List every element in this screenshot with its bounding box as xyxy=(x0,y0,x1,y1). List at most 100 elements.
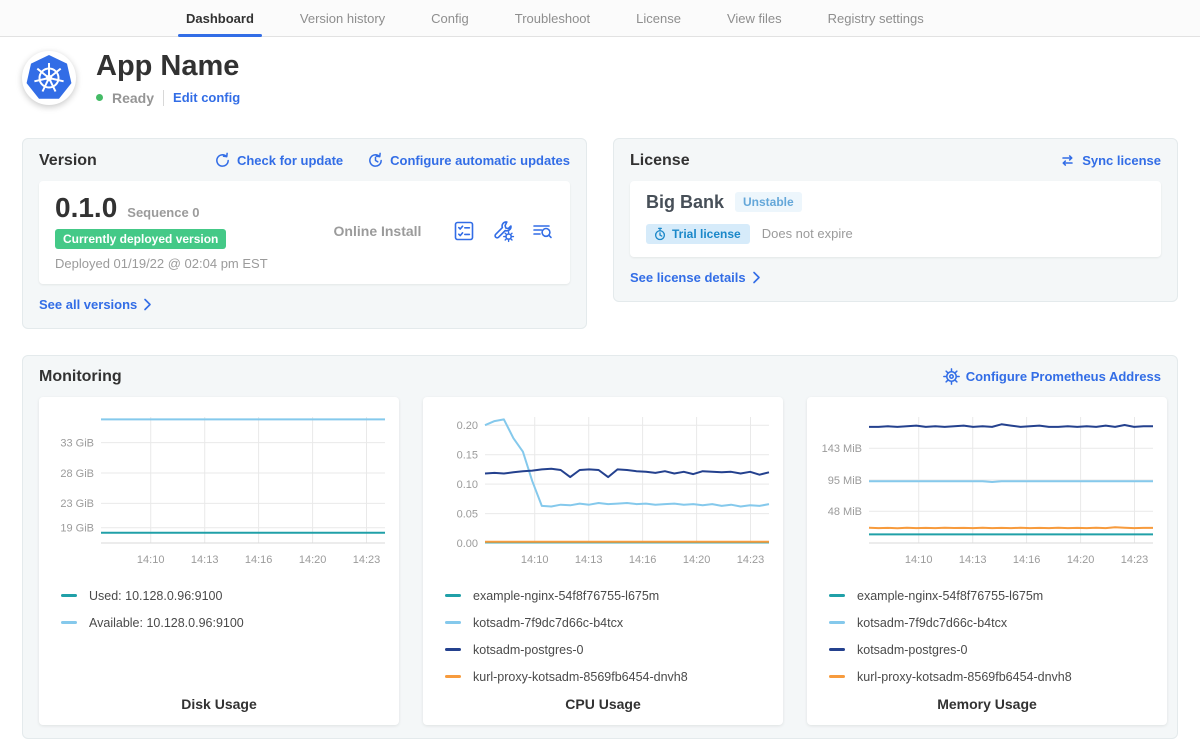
channel-badge: Unstable xyxy=(735,192,802,213)
sync-icon xyxy=(1062,155,1074,167)
tab-dashboard[interactable]: Dashboard xyxy=(178,0,262,37)
divider xyxy=(163,89,165,106)
tab-registry-settings[interactable]: Registry settings xyxy=(827,10,924,26)
tab-version-history[interactable]: Version history xyxy=(299,10,386,26)
license-panel: Big Bank Unstable Trial license Does not… xyxy=(630,180,1161,257)
app-header: App Name Ready Edit config xyxy=(0,37,1200,114)
svg-text:14:20: 14:20 xyxy=(1067,554,1095,566)
gear-icon xyxy=(942,368,960,386)
svg-text:14:10: 14:10 xyxy=(905,554,933,566)
version-card-title: Version xyxy=(39,151,97,169)
view-diff-button[interactable] xyxy=(530,219,554,243)
check-for-update-button[interactable]: Check for update xyxy=(214,152,343,169)
cpu-usage-title: CPU Usage xyxy=(565,695,641,712)
checklist-icon xyxy=(454,222,474,241)
svg-text:0.15: 0.15 xyxy=(457,449,478,461)
legend-swatch xyxy=(445,621,461,625)
chart-svg: 14:10 14:13 14:16 14:20 14:23 19 GiB 23 GiB 28 … xyxy=(60,416,385,566)
stopwatch-icon xyxy=(654,227,666,241)
cpu-usage-plot: 14:10 14:13 14:16 14:20 14:23 0.00 0.05 0.10 0.1… xyxy=(431,407,775,576)
version-number: 0.1.0 xyxy=(55,191,118,223)
deployed-timestamp: Deployed 01/19/22 @ 02:04 pm EST xyxy=(55,255,268,271)
legend-label: kotsadm-postgres-0 xyxy=(857,642,968,657)
disk-usage-plot: 14:10 14:13 14:16 14:20 14:23 19 GiB 23 GiB 28 … xyxy=(47,407,391,576)
see-all-versions-link[interactable]: See all versions xyxy=(39,297,152,312)
svg-text:0.00: 0.00 xyxy=(457,538,478,550)
license-card: License Sync license Big Bank Unstable xyxy=(613,137,1178,302)
svg-text:14:20: 14:20 xyxy=(683,554,711,566)
configure-prometheus-button[interactable]: Configure Prometheus Address xyxy=(942,368,1161,386)
legend-item: kotsadm-7f9dc7d66c-b4tcx xyxy=(829,616,1159,630)
legend-label: kotsadm-7f9dc7d66c-b4tcx xyxy=(473,615,624,630)
edit-config-link[interactable]: Edit config xyxy=(173,90,241,106)
legend-label: kurl-proxy-kotsadm-8569fb6454-dnvh8 xyxy=(473,669,688,684)
sync-license-button[interactable]: Sync license xyxy=(1059,152,1161,169)
legend-swatch xyxy=(829,594,845,598)
svg-text:0.05: 0.05 xyxy=(457,508,478,520)
schedule-update-icon xyxy=(369,152,383,168)
status-text: Ready xyxy=(112,89,155,106)
legend-item: kurl-proxy-kotsadm-8569fb6454-dnvh8 xyxy=(445,670,775,684)
legend-swatch xyxy=(445,648,461,652)
svg-text:14:23: 14:23 xyxy=(353,554,381,566)
svg-text:23 GiB: 23 GiB xyxy=(60,498,94,510)
legend-label: kotsadm-7f9dc7d66c-b4tcx xyxy=(857,615,1008,630)
svg-text:14:16: 14:16 xyxy=(1013,554,1041,566)
legend-swatch xyxy=(61,594,77,598)
disk-usage-chart-card: 14:10 14:13 14:16 14:20 14:23 19 GiB 23 GiB 28 … xyxy=(39,396,399,725)
svg-text:14:20: 14:20 xyxy=(299,554,327,566)
legend-item: example-nginx-54f8f76755-l675m xyxy=(829,589,1159,603)
cpu-usage-chart-card: 14:10 14:13 14:16 14:20 14:23 0.00 0.05 0.10 0.1… xyxy=(423,396,783,725)
legend-swatch xyxy=(829,675,845,679)
legend-label: kurl-proxy-kotsadm-8569fb6454-dnvh8 xyxy=(857,669,1072,684)
memory-usage-chart-card: 14:10 14:13 14:16 14:20 14:23 48 MiB 95 MiB 143… xyxy=(807,396,1167,725)
tab-license[interactable]: License xyxy=(636,10,681,26)
chevron-right-icon xyxy=(752,271,760,284)
svg-text:0.10: 0.10 xyxy=(457,479,478,491)
svg-text:14:16: 14:16 xyxy=(245,554,273,566)
legend-item: kotsadm-postgres-0 xyxy=(829,643,1159,657)
svg-text:19 GiB: 19 GiB xyxy=(60,522,94,534)
svg-text:28 GiB: 28 GiB xyxy=(60,468,94,480)
install-type-label: Online Install xyxy=(333,223,422,240)
configure-automatic-updates-button[interactable]: Configure automatic updates xyxy=(367,152,570,169)
page-title: App Name xyxy=(96,50,240,82)
trial-license-badge: Trial license xyxy=(646,223,750,244)
legend-item: example-nginx-54f8f76755-l675m xyxy=(445,589,775,603)
tab-config[interactable]: Config xyxy=(431,10,469,26)
memory-usage-legend: example-nginx-54f8f76755-l675m kotsadm-7f… xyxy=(815,589,1159,684)
top-nav: Dashboard Version history Config Trouble… xyxy=(0,0,1200,37)
chart-svg: 14:10 14:13 14:16 14:20 14:23 48 MiB 95 MiB 143… xyxy=(822,416,1153,566)
tab-view-files[interactable]: View files xyxy=(726,10,782,26)
disk-usage-title: Disk Usage xyxy=(181,695,257,712)
license-card-title: License xyxy=(630,151,690,169)
legend-label: example-nginx-54f8f76755-l675m xyxy=(857,588,1044,603)
legend-label: Available: 10.128.0.96:9100 xyxy=(89,615,244,630)
svg-text:14:13: 14:13 xyxy=(575,554,603,566)
legend-swatch xyxy=(445,594,461,598)
legend-swatch xyxy=(829,648,845,652)
refresh-icon xyxy=(216,152,229,168)
status-dot xyxy=(96,94,103,102)
memory-usage-title: Memory Usage xyxy=(937,695,1037,712)
memory-usage-plot: 14:10 14:13 14:16 14:20 14:23 48 MiB 95 MiB 143… xyxy=(815,407,1159,576)
legend-swatch xyxy=(829,621,845,625)
legend-label: Used: 10.128.0.96:9100 xyxy=(89,588,223,603)
deployed-badge: Currently deployed version xyxy=(55,228,227,249)
disk-usage-legend: Used: 10.128.0.96:9100 Available: 10.128.… xyxy=(47,589,391,684)
legend-item: kurl-proxy-kotsadm-8569fb6454-dnvh8 xyxy=(829,670,1159,684)
legend-swatch xyxy=(445,675,461,679)
svg-text:14:23: 14:23 xyxy=(1121,554,1149,566)
preflight-checks-button[interactable] xyxy=(452,219,476,243)
chart-svg: 14:10 14:13 14:16 14:20 14:23 0.00 0.05 0.10 0.1… xyxy=(457,416,770,566)
cpu-usage-legend: example-nginx-54f8f76755-l675m kotsadm-7f… xyxy=(431,589,775,684)
svg-text:14:10: 14:10 xyxy=(521,554,549,566)
legend-swatch xyxy=(61,621,77,625)
svg-text:14:10: 14:10 xyxy=(137,554,165,566)
see-license-details-link[interactable]: See license details xyxy=(630,270,761,285)
svg-text:143 MiB: 143 MiB xyxy=(822,443,862,455)
legend-item: Available: 10.128.0.96:9100 xyxy=(61,616,391,630)
tab-troubleshoot[interactable]: Troubleshoot xyxy=(514,10,591,26)
legend-item: kotsadm-postgres-0 xyxy=(445,643,775,657)
edit-config-button[interactable] xyxy=(491,219,515,243)
